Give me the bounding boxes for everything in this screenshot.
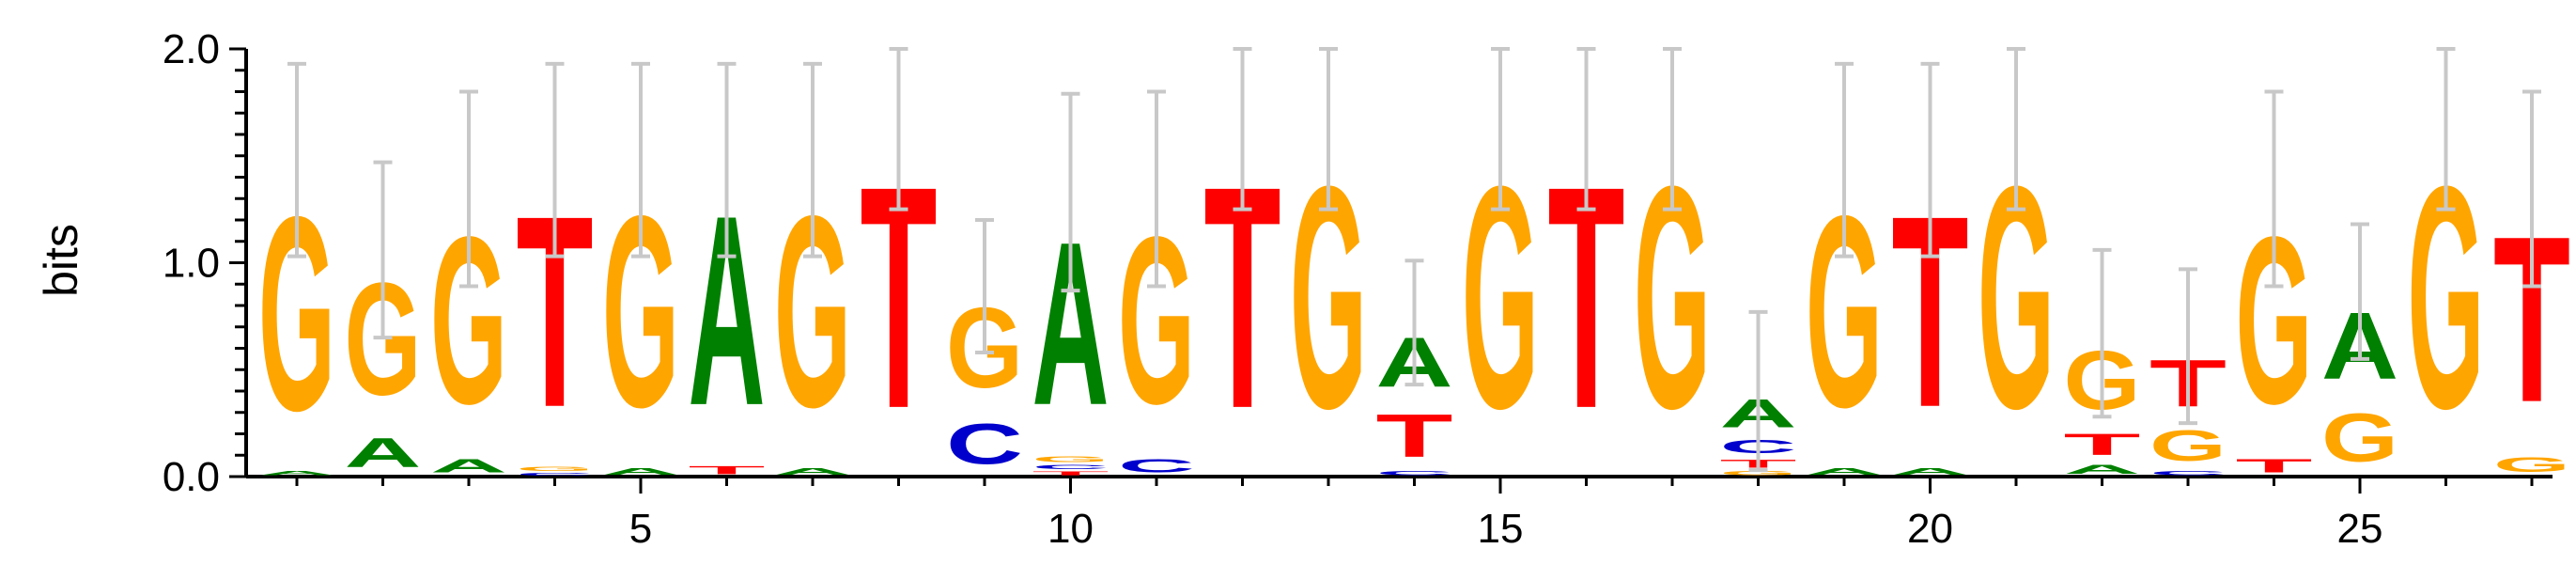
error-bar — [1491, 47, 1510, 212]
error-bar — [889, 47, 908, 212]
y-tick-label: 1.0 — [163, 241, 220, 287]
error-bar — [1920, 61, 1940, 259]
error-bar — [1061, 91, 1080, 293]
logo-letter-A: A — [602, 466, 679, 477]
error-bar — [803, 61, 822, 259]
logo-letter-C: C — [1032, 463, 1110, 470]
error-bar — [1576, 47, 1596, 212]
error-bar — [2522, 89, 2541, 289]
logo-letter-T: T — [1032, 470, 1110, 477]
logo-letter-A: A — [1892, 466, 1969, 477]
error-bar — [2179, 267, 2197, 426]
error-bar — [1404, 259, 1424, 387]
y-tick-label: 2.0 — [163, 26, 220, 72]
logo-letter-C: C — [2149, 470, 2227, 477]
error-bar — [2351, 222, 2369, 361]
x-tick-label: 5 — [629, 506, 652, 552]
y-tick-label: 0.0 — [163, 454, 220, 500]
logo-letter-T: T — [689, 463, 766, 477]
x-tick-label: 25 — [2337, 506, 2383, 552]
error-bar — [717, 61, 737, 259]
y-axis: 0.0 1.0 2.0 — [163, 26, 248, 500]
error-bar — [2092, 247, 2112, 419]
y-axis-title: bits — [35, 224, 87, 297]
error-bar — [373, 160, 393, 340]
x-tick-label: 20 — [1907, 506, 1953, 552]
logo-letter-A: A — [1806, 466, 1883, 477]
error-bars — [287, 47, 2541, 473]
error-bar — [1147, 89, 1166, 289]
logo-letter-A: A — [774, 466, 851, 477]
logo-letter-G: G — [2321, 400, 2398, 477]
error-bar — [1748, 309, 1768, 473]
logo-letter-G: G — [517, 466, 594, 473]
x-tick-label: 15 — [1478, 506, 1524, 552]
error-bar — [1319, 47, 1338, 212]
logo-letter-A: A — [258, 470, 335, 477]
logo-letter-G: G — [1032, 455, 1110, 463]
error-bar — [2007, 47, 2025, 212]
logo-letter-A: A — [345, 430, 422, 477]
error-bar — [1663, 47, 1682, 212]
error-bar — [545, 61, 565, 259]
error-bar — [459, 89, 478, 289]
logo-letter-T: T — [1376, 402, 1453, 470]
logo-letter-A: A — [2064, 462, 2141, 477]
logo-letter-T: T — [2064, 428, 2141, 462]
logo-letter-C: C — [517, 472, 594, 477]
logo-letter-C: C — [1376, 470, 1453, 477]
error-bar — [631, 61, 650, 259]
logo-letter-C: C — [946, 413, 1023, 477]
x-axis: 5 10 15 20 25 — [246, 475, 2553, 552]
logo-letter-G: G — [2149, 421, 2227, 470]
error-bar — [2436, 47, 2456, 212]
x-tick-label: 10 — [1047, 506, 1094, 552]
logo-letter-T: T — [2236, 455, 2313, 477]
logo-letter-G: G — [1720, 470, 1797, 477]
logo-letter-A: A — [430, 455, 507, 477]
logo-letter-C: C — [1118, 455, 1195, 477]
error-bar — [287, 61, 306, 259]
error-bar — [975, 218, 994, 355]
error-bar — [1233, 47, 1252, 212]
logo-letter-G: G — [2493, 453, 2570, 477]
error-bar — [2264, 89, 2284, 289]
error-bar — [1835, 61, 1854, 259]
